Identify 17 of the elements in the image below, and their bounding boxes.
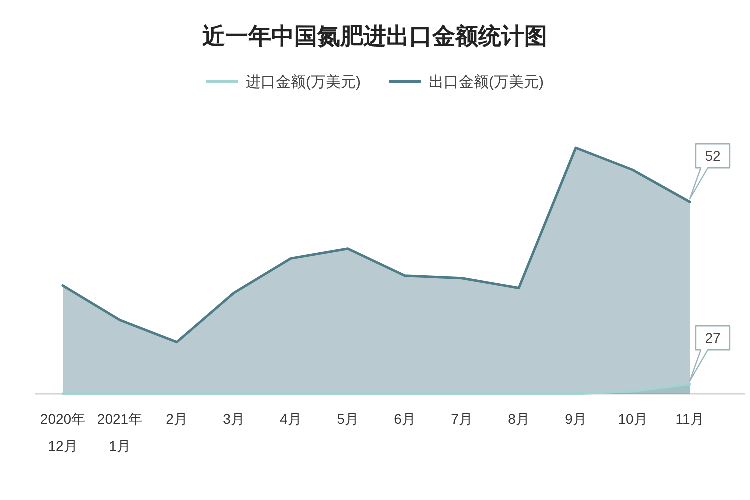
annotation: 27 [705, 330, 721, 346]
x-tick-label: 5月 [337, 411, 359, 427]
x-tick-label: 10月 [618, 411, 648, 427]
x-tick-label: 6月 [394, 411, 416, 427]
x-tick-label: 3月 [223, 411, 245, 427]
annotation: 52 [705, 148, 721, 164]
x-tick-label: 2020年12月 [40, 411, 86, 454]
x-tick-label: 9月 [565, 411, 587, 427]
x-tick-label: 4月 [280, 411, 302, 427]
chart-title: 近一年中国氮肥进出口金额统计图 [202, 24, 548, 49]
x-tick-label: 8月 [508, 411, 530, 427]
legend-label: 进口金额(万美元) [246, 74, 361, 91]
x-tick-label: 11月 [676, 411, 704, 427]
x-tick-label: 7月 [451, 411, 473, 427]
legend-label: 出口金额(万美元) [429, 74, 544, 91]
x-tick-label: 2月 [166, 411, 188, 427]
x-tick-label: 2021年1月 [97, 411, 143, 454]
